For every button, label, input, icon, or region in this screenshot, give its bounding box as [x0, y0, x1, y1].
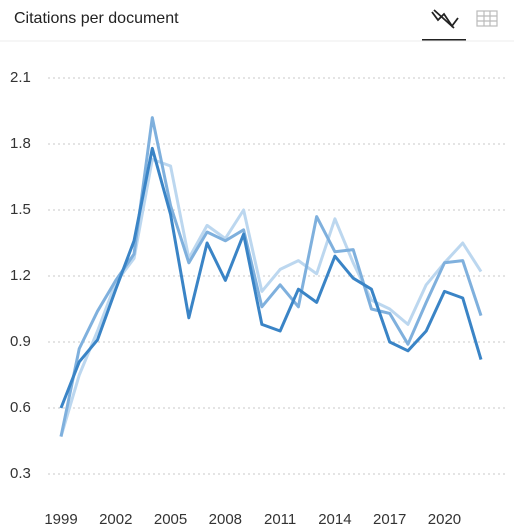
x-tick-label: 2020	[428, 511, 461, 528]
x-tick-label: 2011	[264, 511, 296, 528]
x-tick-label: 2002	[99, 511, 132, 528]
chart-title: Citations per document	[14, 10, 179, 27]
y-tick-label: 0.6	[10, 399, 31, 416]
line-icon	[431, 11, 459, 28]
table-view-icon[interactable]	[476, 10, 498, 27]
line-view-icon[interactable]	[422, 9, 466, 41]
series-line	[59, 116, 483, 437]
y-tick-label: 1.8	[10, 135, 31, 152]
icon-slash	[433, 9, 455, 29]
table-icon	[476, 10, 498, 27]
y-tick-label: 1.2	[10, 267, 31, 284]
series-line	[59, 157, 483, 438]
y-tick-label: 2.1	[10, 69, 31, 86]
x-tick-label: 1999	[44, 511, 77, 528]
y-tick-label: 0.9	[10, 333, 31, 350]
y-tick-label: 0.3	[10, 465, 31, 482]
y-tick-label: 1.5	[10, 201, 31, 218]
x-tick-label: 2017	[373, 511, 406, 528]
x-tick-label: 2014	[318, 511, 351, 528]
x-tick-label: 2005	[154, 511, 187, 528]
x-tick-label: 2008	[209, 511, 242, 528]
series-line	[59, 146, 483, 409]
